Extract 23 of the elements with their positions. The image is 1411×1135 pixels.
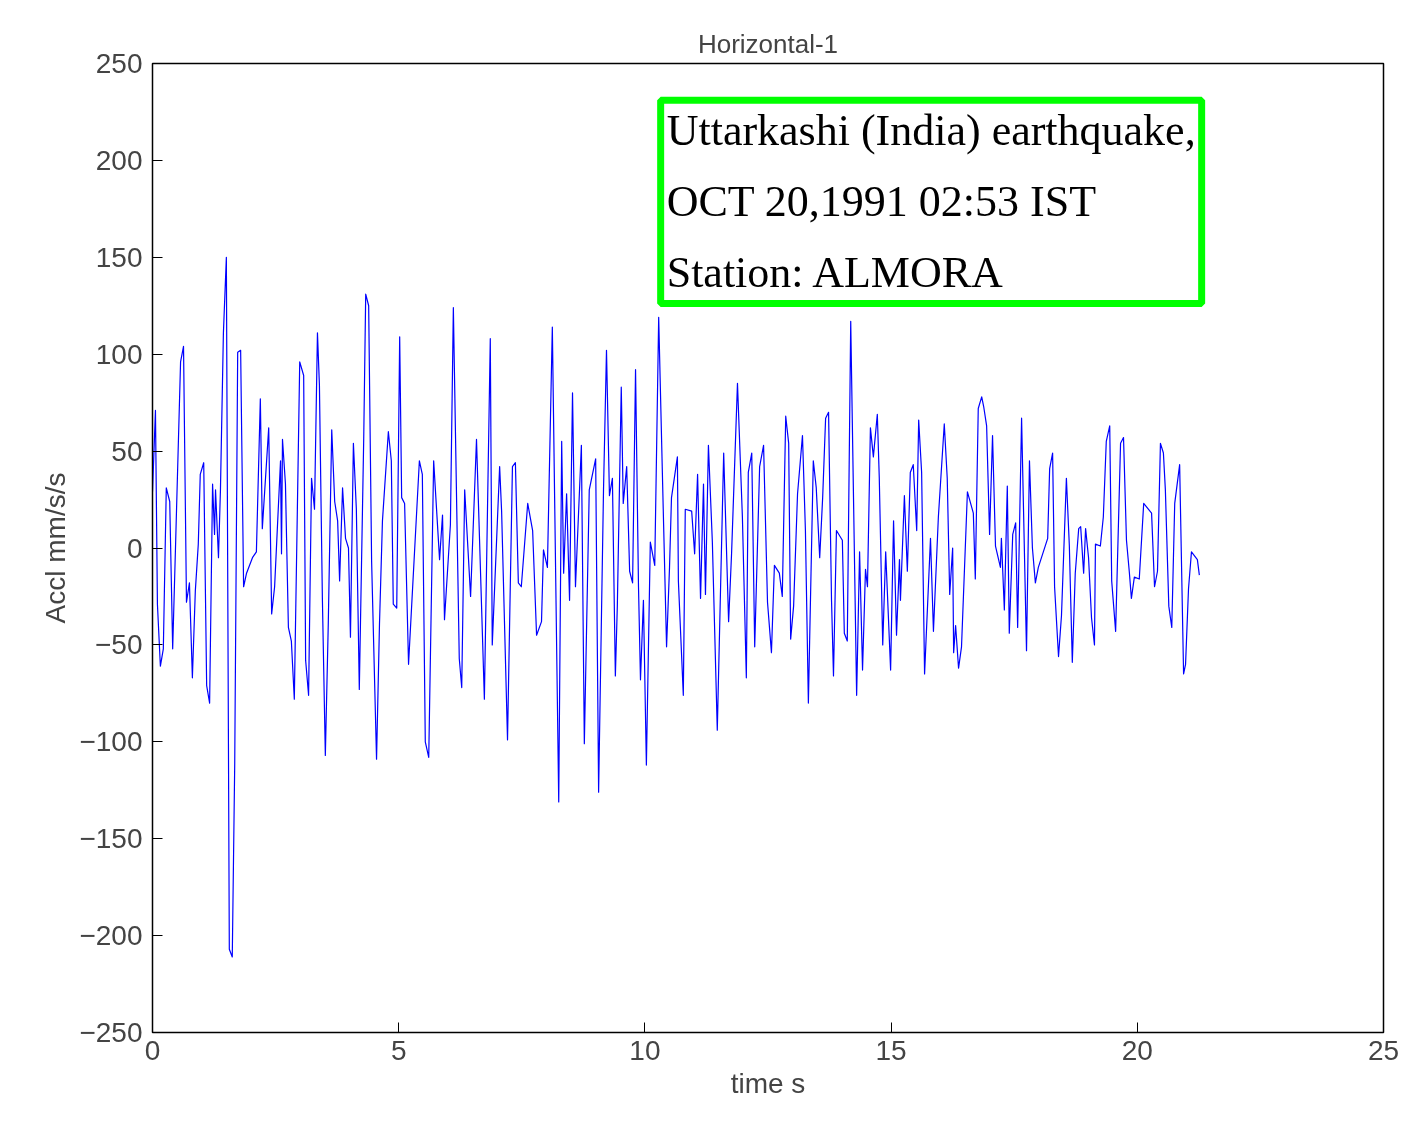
y-tick-label: 150 (95, 241, 143, 273)
x-axis-title: time s (730, 1067, 806, 1099)
x-tick-label: 5 (390, 1034, 407, 1066)
y-tick-label: −200 (79, 920, 143, 952)
y-tick-label: 50 (111, 435, 143, 467)
y-tick-label: −150 (79, 823, 143, 855)
y-tick-label: 0 (126, 532, 143, 564)
annotation: OCT 20,1991 02:53 IST (666, 177, 1097, 227)
x-tick-label: 15 (875, 1034, 907, 1066)
x-tick-label: 25 (1367, 1034, 1400, 1066)
x-tick-label: 10 (629, 1034, 661, 1066)
annotation: Uttarkashi (India) earthquake, (666, 106, 1196, 156)
y-axis-title: Accl mm/s/s (40, 472, 72, 624)
x-tick-label: 20 (1121, 1034, 1153, 1066)
annotation: Station: ALMORA (666, 248, 1004, 298)
line-series (152, 256, 1200, 958)
y-tick-label: −100 (79, 726, 143, 758)
chart-title: Horizontal-1 (697, 28, 839, 59)
y-tick-label: 250 (95, 48, 143, 79)
y-tick-label: 200 (95, 144, 143, 176)
y-tick-label: −50 (95, 629, 143, 661)
y-tick-label: −250 (79, 1017, 143, 1048)
y-tick-label: 100 (95, 338, 143, 370)
